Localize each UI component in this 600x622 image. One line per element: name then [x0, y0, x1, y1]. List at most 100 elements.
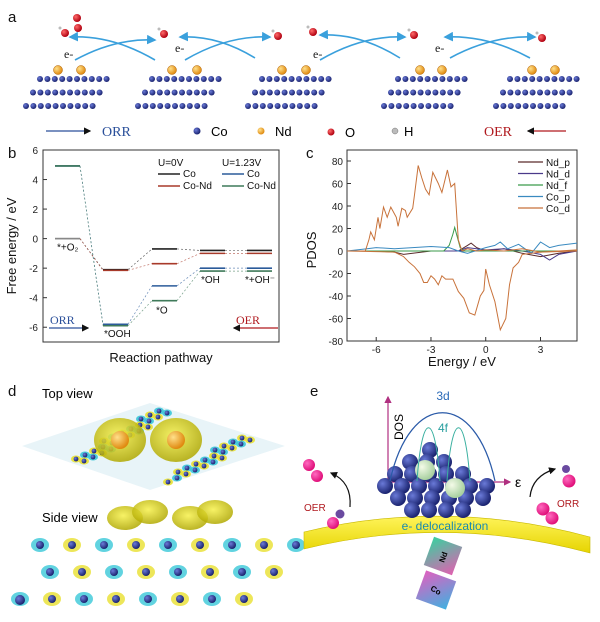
panel-label-c: c: [306, 145, 314, 162]
legend-label: Co_p: [546, 193, 570, 204]
co-atom: [281, 76, 288, 82]
o-atom-icon: [562, 474, 576, 488]
co-atom: [201, 89, 208, 96]
nd-atom: [445, 478, 465, 498]
co-atom: [311, 103, 318, 109]
co-atom: [395, 103, 402, 109]
co-atom: [425, 103, 432, 109]
co-atom: [30, 103, 37, 109]
co-atom: [247, 437, 253, 443]
co-atom: [200, 76, 207, 82]
co-atom: [193, 89, 200, 96]
co-atom: [551, 89, 558, 96]
panel-a-legend: ORR Co Nd O H OER: [46, 124, 566, 140]
co-atom: [15, 595, 25, 605]
co-atom: [186, 103, 193, 109]
co-atom: [252, 89, 258, 96]
co-atom: [439, 89, 446, 96]
co-atom: [82, 452, 88, 458]
plot-frame: [42, 149, 280, 343]
co-atom: [174, 568, 182, 576]
o-atom-icon: [311, 470, 323, 482]
delocalization-bar: [303, 515, 591, 554]
co-atom: [252, 103, 259, 109]
y-tick-label: 4: [32, 176, 38, 187]
co-atom: [82, 103, 89, 109]
co-atom: [514, 89, 521, 96]
panel-label-b: b: [8, 145, 16, 162]
h-atom: [157, 27, 161, 31]
co-atom: [407, 490, 423, 506]
legend-group-label: U=1.23V: [222, 158, 262, 169]
legend-group-label: U=0V: [158, 158, 184, 169]
co-atom: [110, 568, 118, 576]
axis-ticks: 80 60 40 20 0 -20 -40 -60 -80 -6 -3 0 3: [329, 157, 577, 356]
step-label: *O: [156, 306, 168, 317]
legend-label: Co_d: [546, 204, 570, 215]
y-tick-label: 0: [32, 235, 38, 246]
co-tile: Co: [415, 570, 457, 610]
y-tick-label: 20: [332, 225, 344, 236]
co-atom: [417, 89, 424, 96]
x-axis-label: Reaction pathway: [109, 350, 213, 365]
legend-label: Nd_f: [546, 181, 567, 192]
co-atom: [157, 103, 164, 109]
co-atom: [418, 103, 424, 109]
connector-line: [176, 253, 201, 265]
orr-label: ORR: [557, 499, 579, 510]
co-atom: [156, 89, 163, 96]
co-atom: [228, 541, 236, 549]
h-atom-icon: [335, 509, 345, 519]
co-atom: [179, 103, 186, 109]
y-tick-label: 6: [32, 146, 38, 157]
y-tick-label: 80: [332, 157, 344, 168]
connector-line: [176, 248, 201, 251]
y-tick-label: 40: [332, 202, 344, 213]
co-atom: [446, 76, 453, 82]
co-atom: [424, 76, 431, 82]
electron-transfer-arrow: [68, 31, 156, 61]
co-atom: [112, 595, 120, 603]
x-tick-label: 0: [483, 345, 489, 356]
nd-atom: [301, 65, 311, 75]
co-atom: [245, 103, 251, 109]
o-atom: [160, 30, 168, 38]
co-atom: [37, 89, 44, 96]
co-atom: [552, 103, 559, 109]
top-view-label: Top view: [42, 386, 93, 401]
co-atom: [303, 76, 310, 82]
co-atom: [74, 76, 80, 82]
co-atom: [149, 103, 156, 109]
h-atom-icon: [562, 465, 570, 473]
y-tick-label: -2: [29, 264, 38, 275]
co-atom: [439, 76, 446, 82]
legend-label: Co: [247, 169, 260, 180]
co-atom: [146, 418, 152, 424]
co-atom: [175, 469, 181, 475]
connector-line: [127, 248, 153, 270]
co-atom: [454, 76, 461, 82]
legend-label: Nd_p: [546, 158, 570, 169]
nd-legend-icon: [257, 127, 265, 135]
co-atom: [536, 76, 543, 82]
pdos-curves: [346, 165, 578, 332]
co-atom: [73, 456, 79, 462]
y-tick-label: -20: [329, 270, 344, 281]
o-atom: [309, 28, 317, 36]
co-atom: [455, 502, 471, 518]
co-atom: [381, 103, 387, 109]
side-view-label: Side view: [42, 510, 98, 525]
co-atom: [66, 76, 73, 82]
h-atom: [306, 25, 310, 29]
nd-atom: [415, 460, 435, 480]
co-atom: [206, 568, 214, 576]
atom-layer: [377, 442, 495, 518]
o-atom-icon: [327, 517, 339, 529]
co-atom: [51, 76, 58, 82]
panel-b: b 6 4 2 0 -2 -4 -6 *+O₂ *OOH *O *OH *+OH⁻ Free ene…: [4, 145, 280, 365]
o-atom: [410, 31, 418, 39]
orr-label: ORR: [102, 125, 131, 140]
connector-line: [176, 267, 201, 287]
electron-transfer-arrow: [178, 31, 256, 59]
electron-transfer-arrows: [68, 29, 537, 61]
